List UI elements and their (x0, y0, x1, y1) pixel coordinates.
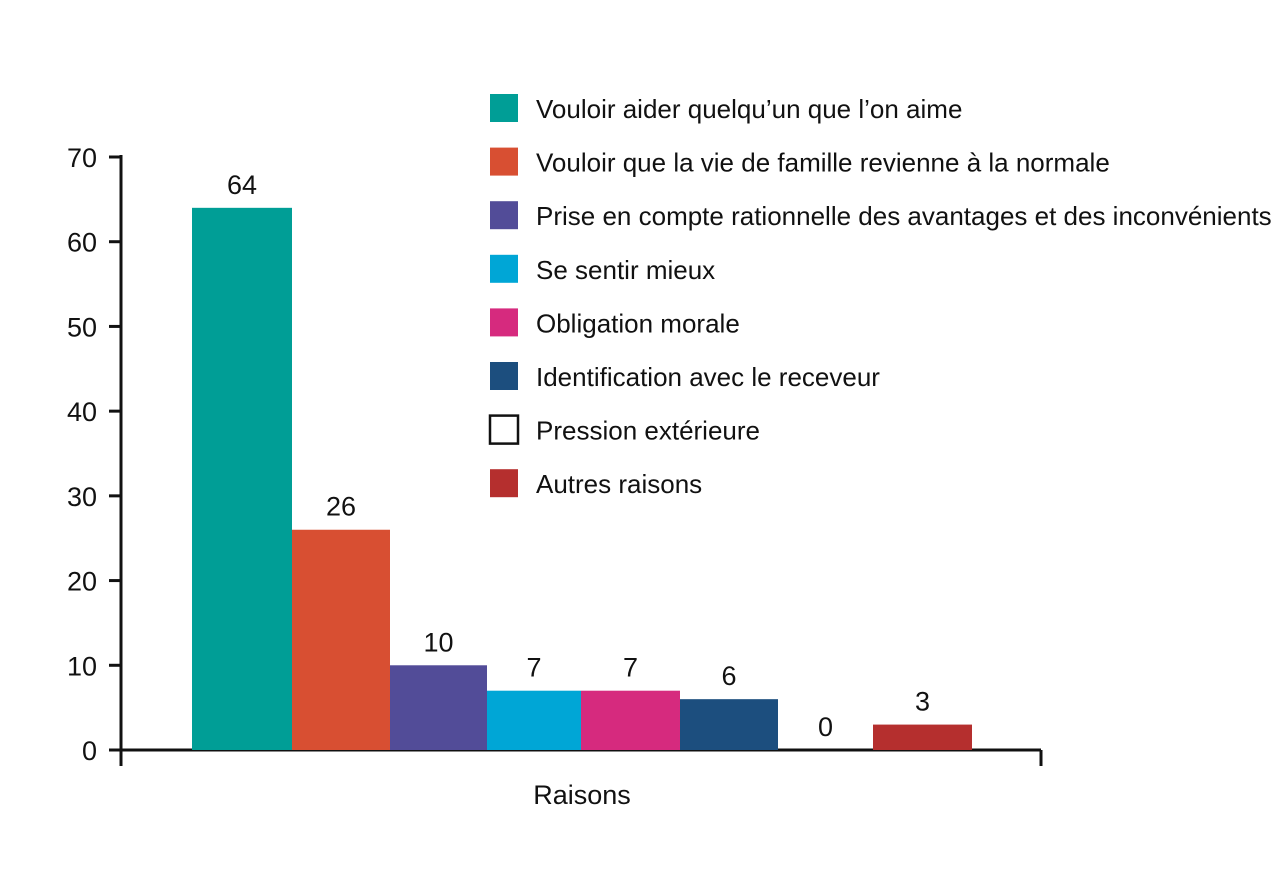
bar (390, 665, 487, 750)
bar-value-label: 64 (227, 170, 257, 200)
value-labels: 64 26 10 7 7 6 0 3 (227, 170, 930, 742)
legend-label: Identification avec le receveur (536, 362, 880, 392)
bar (873, 724, 972, 750)
bar (581, 690, 680, 750)
y-tick-label: 30 (67, 482, 97, 512)
legend-swatch (490, 201, 518, 230)
y-tick-label: 40 (67, 397, 97, 427)
legend-label: Vouloir aider quelqu’un que l’on aime (536, 94, 962, 124)
legend-label: Obligation morale (536, 308, 740, 338)
legend-swatch (490, 308, 518, 337)
legend-label: Vouloir que la vie de famille revienne à… (536, 148, 1110, 178)
bar-value-label: 10 (423, 627, 453, 657)
bar-value-label: 3 (915, 687, 930, 717)
y-tick-label: 50 (67, 312, 97, 342)
bar (192, 207, 292, 751)
legend-swatch (490, 254, 518, 283)
legend-swatch (488, 414, 520, 445)
bar-value-label: 6 (721, 661, 736, 691)
bar (680, 699, 778, 750)
bar-value-label: 0 (818, 712, 833, 742)
legend-label: Prise en compte rationnelle des avantage… (536, 201, 1272, 231)
bar (292, 529, 390, 750)
y-tick-label: 60 (67, 228, 97, 258)
y-tick-label: 0 (82, 736, 97, 766)
y-tick-label: 10 (67, 651, 97, 681)
legend-label: Pression extérieure (536, 416, 760, 446)
legend-swatch (490, 469, 518, 498)
y-tick-label: 70 (67, 143, 97, 173)
bar-value-label: 7 (526, 653, 541, 683)
bars (192, 207, 972, 751)
bar-value-label: 26 (326, 492, 356, 522)
legend-swatch (490, 147, 518, 176)
legend-label: Se sentir mieux (536, 255, 715, 285)
y-tick-label: 20 (67, 567, 97, 597)
legend-label: Autres raisons (536, 469, 702, 499)
x-axis-label: Raisons (533, 780, 631, 810)
legend-swatch (490, 94, 518, 122)
bar (487, 690, 581, 750)
legend-swatch (490, 362, 518, 390)
legend: Vouloir aider quelqu’un que l’on aime Vou… (488, 94, 1272, 499)
bar-value-label: 7 (623, 653, 638, 683)
